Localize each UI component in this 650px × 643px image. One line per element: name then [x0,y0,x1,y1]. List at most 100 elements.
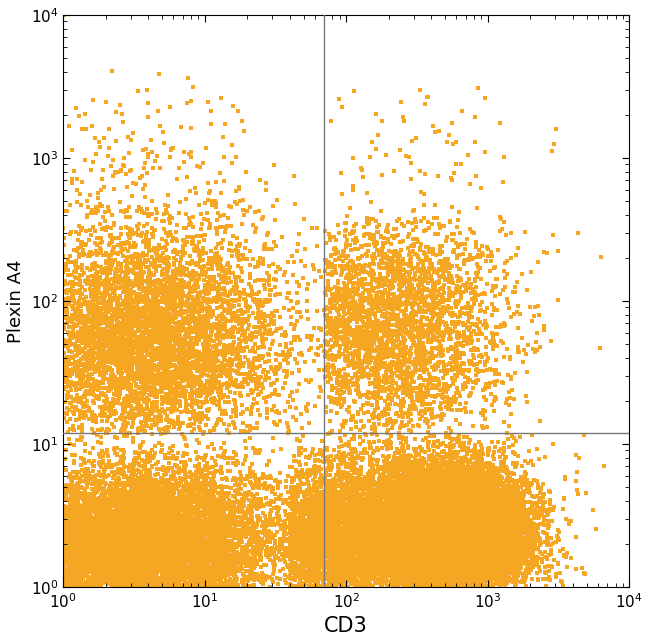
Point [82,548,92,559]
Point [456,536,466,546]
Point [466,494,476,505]
Point [259,244,270,254]
Point [443,491,454,502]
Point [425,530,436,540]
Point [497,529,507,539]
Point [395,530,406,540]
Point [385,491,396,501]
Point [118,529,128,539]
Point [468,536,478,546]
Point [417,463,428,473]
Point [445,558,456,568]
Point [204,550,214,561]
Point [478,552,488,562]
Point [97,510,107,520]
Point [452,491,463,501]
Point [451,502,462,512]
Point [397,337,408,347]
Point [446,536,456,547]
Point [168,566,179,577]
Point [402,277,412,287]
Point [109,554,120,564]
Point [387,533,397,543]
Point [480,545,490,556]
Point [142,323,153,333]
Point [194,296,204,306]
Point [238,548,248,558]
Point [437,545,448,556]
Point [177,289,187,300]
Point [150,522,160,532]
Point [204,530,214,541]
Point [226,580,237,590]
Point [142,276,153,287]
Point [414,353,424,363]
Point [252,520,263,530]
Point [441,540,451,550]
Point [382,545,393,556]
Point [361,560,372,570]
Point [453,496,463,506]
Point [174,382,185,392]
Point [528,536,539,546]
Point [203,572,214,583]
Point [90,565,101,575]
Point [354,260,364,271]
Point [455,511,465,521]
Point [400,545,410,556]
Point [477,548,488,558]
Point [81,358,92,368]
Point [156,517,166,527]
Point [80,407,90,417]
Point [426,520,437,530]
Point [268,201,279,212]
Point [434,535,444,545]
Point [395,428,405,439]
Point [500,524,510,534]
Point [146,267,156,278]
Point [478,543,489,553]
Point [413,344,423,354]
Point [427,514,437,524]
Point [346,485,356,496]
Point [148,334,158,344]
Point [350,288,360,298]
Point [107,488,117,498]
Point [153,296,163,307]
Point [427,512,437,523]
Point [145,367,155,377]
Point [448,581,459,591]
Point [401,504,411,514]
Point [400,503,411,514]
Point [507,531,517,541]
Point [460,574,470,584]
Point [458,527,469,538]
Point [430,522,441,532]
Point [349,517,359,527]
Point [94,509,105,519]
Point [438,539,448,550]
Point [441,525,451,536]
Point [348,314,358,325]
Point [236,502,246,512]
Point [367,297,378,307]
Point [436,497,446,507]
Point [448,532,459,543]
Point [478,522,488,532]
Point [181,477,191,487]
Point [469,444,480,455]
Point [331,516,341,527]
Point [209,545,220,556]
Point [138,370,149,380]
Point [396,496,407,507]
Point [103,523,114,534]
Point [488,517,498,527]
Point [465,516,476,526]
Point [484,558,494,568]
Point [478,523,488,534]
Point [172,461,183,471]
Point [131,309,142,320]
Point [406,392,417,403]
Point [105,563,115,573]
Point [389,531,400,541]
